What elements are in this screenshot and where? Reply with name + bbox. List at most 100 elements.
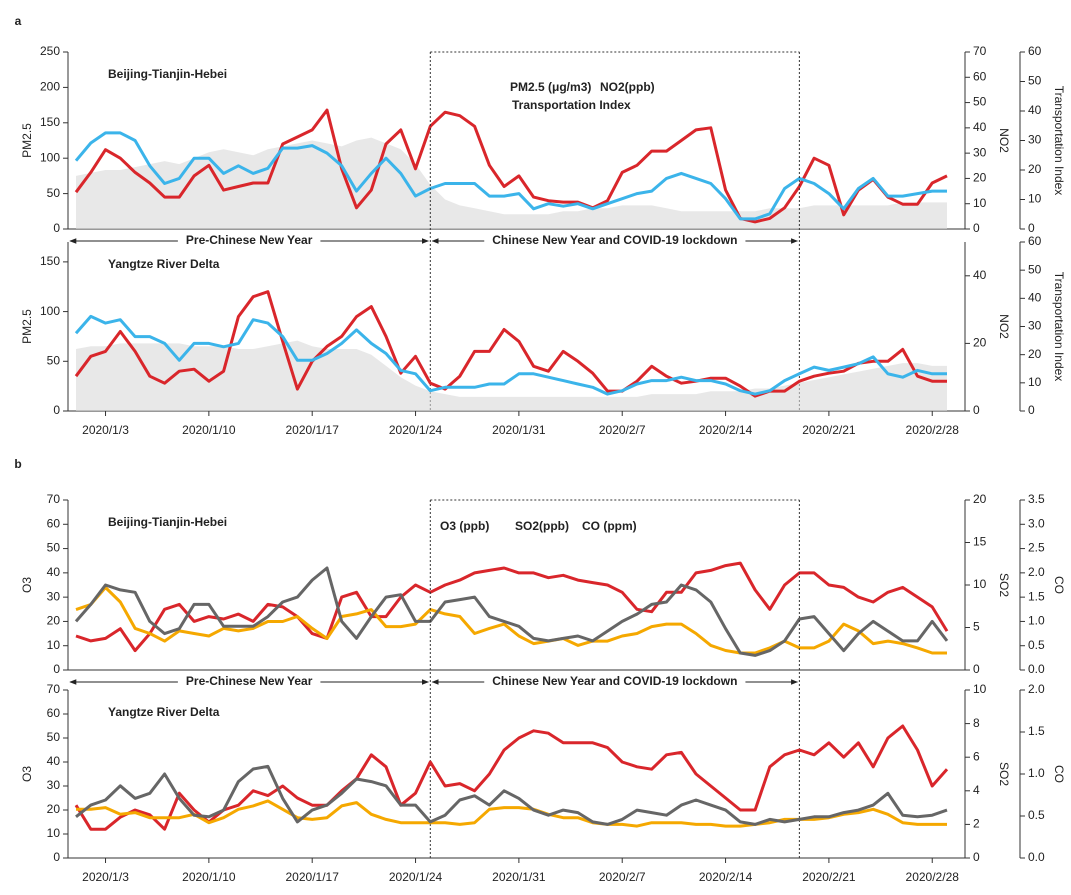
x-tick-label: 2020/1/31 — [492, 423, 546, 437]
y2-tick-label: 4 — [973, 783, 980, 797]
period-label: Pre-Chinese New Year — [186, 674, 313, 688]
x-tick-label: 2020/1/10 — [182, 870, 236, 884]
y-tick-label: 60 — [47, 706, 61, 720]
line — [74, 131, 947, 221]
period-label: Pre-Chinese New Year — [186, 233, 313, 247]
y3-tick-label: 1.5 — [1028, 589, 1045, 603]
y-tick-label: 0 — [53, 662, 60, 676]
y2-tick-label: 8 — [973, 716, 980, 730]
y2-tick-label: 0 — [973, 850, 980, 864]
y3-tick-label: 40 — [1028, 291, 1042, 305]
y3-tick-label: 20 — [1028, 347, 1042, 361]
legend-entry: SO2(ppb) — [515, 519, 569, 533]
y2-tick-label: 20 — [973, 492, 987, 506]
y3-tick-label: 0 — [1028, 221, 1035, 235]
y2-tick-label: 60 — [973, 69, 987, 83]
y-tick-label: 250 — [40, 44, 60, 58]
x-tick-label: 2020/2/28 — [906, 870, 960, 884]
y-tick-label: 50 — [47, 353, 61, 367]
legend-entry: PM2.5 (μg/m3) — [510, 80, 591, 94]
y2-tick-label: 20 — [973, 171, 987, 185]
y2-tick-label: 10 — [973, 196, 987, 210]
x-tick-label: 2020/1/3 — [82, 870, 129, 884]
y2-tick-label: 30 — [973, 145, 987, 159]
y2-tick-label: 50 — [973, 95, 987, 109]
legend-entry: NO2(ppb) — [600, 80, 655, 94]
y2-tick-label: 40 — [973, 120, 987, 134]
y2-axis-label: NO2 — [997, 314, 1011, 339]
line — [74, 724, 949, 831]
y-tick-label: 200 — [40, 80, 60, 94]
x-tick-label: 2020/2/14 — [699, 870, 753, 884]
x-tick-label: 2020/1/31 — [492, 870, 546, 884]
y2-tick-label: 10 — [973, 682, 987, 696]
line — [74, 566, 949, 657]
y-tick-label: 70 — [47, 492, 61, 506]
chart-title: Beijing-Tianjin-Hebei — [108, 67, 227, 81]
y-axis-label: O3 — [20, 577, 34, 593]
legend-entry: O3 (ppb) — [440, 519, 489, 533]
y3-tick-label: 0.0 — [1028, 662, 1045, 676]
y-axis-label: PM2.5 — [20, 309, 34, 344]
y-tick-label: 50 — [47, 730, 61, 744]
y3-tick-label: 30 — [1028, 133, 1042, 147]
line — [75, 561, 949, 653]
x-tick-label: 2020/1/17 — [286, 870, 340, 884]
y3-axis-label: Transportation Index — [1052, 272, 1066, 382]
y-tick-label: 0 — [53, 403, 60, 417]
y3-axis-label: CO — [1052, 765, 1066, 783]
y3-tick-label: 1.0 — [1028, 614, 1045, 628]
y-tick-label: 70 — [47, 682, 61, 696]
line — [75, 764, 948, 826]
y-axis-label: O3 — [20, 766, 34, 782]
y2-tick-label: 15 — [973, 535, 987, 549]
y3-tick-label: 1.0 — [1028, 766, 1045, 780]
y-tick-label: 100 — [40, 150, 60, 164]
y2-tick-label: 5 — [973, 620, 980, 634]
y2-axis-label: SO2 — [997, 573, 1011, 597]
y2-tick-label: 20 — [973, 336, 987, 350]
y-tick-label: 150 — [40, 115, 60, 129]
y-tick-label: 30 — [47, 778, 61, 792]
x-tick-label: 2020/2/7 — [599, 870, 646, 884]
y2-tick-label: 40 — [973, 268, 987, 282]
area — [76, 137, 947, 229]
y2-tick-label: 0 — [973, 403, 980, 417]
x-tick-label: 2020/2/14 — [699, 423, 753, 437]
y3-tick-label: 20 — [1028, 162, 1042, 176]
area — [76, 340, 947, 411]
chart-title: Yangtze River Delta — [108, 705, 220, 719]
y-tick-label: 10 — [47, 826, 61, 840]
y3-tick-label: 3.5 — [1028, 492, 1045, 506]
y2-tick-label: 10 — [973, 577, 987, 591]
y-axis-label: PM2.5 — [20, 123, 34, 158]
x-tick-label: 2020/1/17 — [286, 423, 340, 437]
y-tick-label: 0 — [53, 221, 60, 235]
period-label: Chinese New Year and COVID-19 lockdown — [492, 674, 737, 688]
y3-tick-label: 10 — [1028, 375, 1042, 389]
y3-tick-label: 60 — [1028, 44, 1042, 58]
y-tick-label: 50 — [47, 186, 61, 200]
y2-tick-label: 70 — [973, 44, 987, 58]
y-tick-label: 20 — [47, 802, 61, 816]
x-tick-label: 2020/1/10 — [182, 423, 236, 437]
y3-tick-label: 50 — [1028, 74, 1042, 88]
y3-tick-label: 0.5 — [1028, 808, 1045, 822]
line — [74, 108, 948, 224]
y3-tick-label: 3.0 — [1028, 516, 1045, 530]
panel-label: a — [15, 14, 22, 28]
y3-tick-label: 0 — [1028, 403, 1035, 417]
chart-title: Beijing-Tianjin-Hebei — [108, 515, 227, 529]
x-tick-label: 2020/1/3 — [82, 423, 129, 437]
y3-tick-label: 30 — [1028, 319, 1042, 333]
y-tick-label: 150 — [40, 254, 60, 268]
line — [74, 290, 947, 398]
y2-tick-label: 0 — [973, 221, 980, 235]
y2-tick-label: 0 — [973, 662, 980, 676]
y-tick-label: 100 — [40, 304, 60, 318]
x-tick-label: 2020/1/24 — [389, 870, 443, 884]
y2-axis-label: SO2 — [997, 762, 1011, 786]
y3-tick-label: 10 — [1028, 192, 1042, 206]
y3-tick-label: 40 — [1028, 103, 1042, 117]
